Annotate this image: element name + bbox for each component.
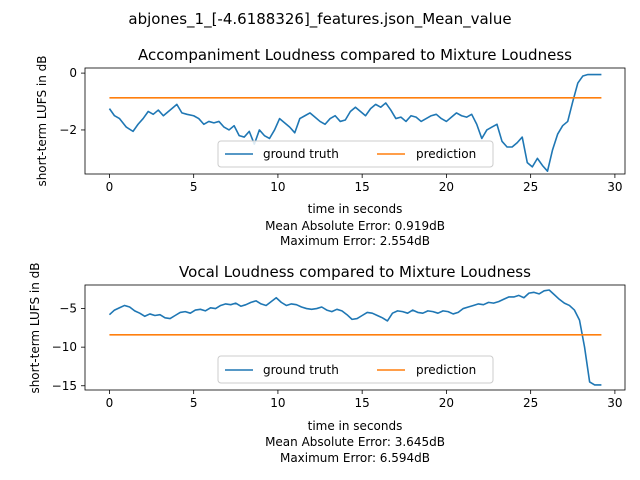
x-tick-label: 25 bbox=[523, 396, 538, 410]
x-tick-label: 30 bbox=[607, 180, 622, 194]
figure-suptitle: abjones_1_[-4.6188326]_features.json_Mea… bbox=[128, 10, 511, 29]
plot-frame bbox=[84, 67, 626, 175]
x-tick-label: 15 bbox=[355, 180, 370, 194]
y-tick-label: −15 bbox=[52, 379, 77, 393]
y-tick-label: 0 bbox=[69, 66, 77, 80]
legend: ground truth prediction bbox=[217, 355, 494, 384]
x-tick-label: 10 bbox=[270, 396, 285, 410]
legend: ground truth prediction bbox=[217, 140, 494, 168]
y-tick-label: −10 bbox=[52, 340, 77, 354]
x-tick-label: 30 bbox=[607, 396, 622, 410]
x-tick-label: 5 bbox=[190, 180, 198, 194]
legend-label-prediction: prediction bbox=[416, 363, 476, 377]
maximum-error-text: Maximum Error: 6.594dB bbox=[280, 451, 430, 465]
y-tick-label: −5 bbox=[59, 302, 77, 316]
accompaniment-panel: Accompaniment Loudness compared to Mixtu… bbox=[35, 46, 626, 248]
vocal-panel: Vocal Loudness compared to Mixture Loudn… bbox=[28, 262, 626, 465]
x-tick-label: 10 bbox=[270, 180, 285, 194]
legend-box bbox=[217, 140, 494, 168]
x-axis-label: time in seconds bbox=[308, 202, 403, 216]
mean-absolute-error-text: Mean Absolute Error: 0.919dB bbox=[265, 219, 445, 233]
x-axis-label: time in seconds bbox=[308, 419, 403, 433]
y-axis-label: short-term LUFS in dB bbox=[28, 262, 42, 393]
legend-label-ground-truth: ground truth bbox=[263, 147, 339, 161]
mean-absolute-error-text: Mean Absolute Error: 3.645dB bbox=[265, 435, 445, 449]
x-tick-label: 20 bbox=[439, 396, 454, 410]
series-layer bbox=[108, 289, 602, 386]
series-line-ground-truth bbox=[108, 289, 602, 386]
maximum-error-text: Maximum Error: 2.554dB bbox=[280, 234, 430, 248]
x-tick-label: 0 bbox=[106, 180, 114, 194]
x-tick-label: 15 bbox=[355, 396, 370, 410]
legend-label-prediction: prediction bbox=[416, 147, 476, 161]
legend-box bbox=[217, 355, 494, 384]
x-tick-label: 5 bbox=[190, 396, 198, 410]
x-tick-label: 25 bbox=[523, 180, 538, 194]
panel-title: Vocal Loudness compared to Mixture Loudn… bbox=[179, 263, 531, 281]
panel-title: Accompaniment Loudness compared to Mixtu… bbox=[138, 46, 572, 64]
series-layer bbox=[108, 73, 602, 172]
x-tick-label: 0 bbox=[106, 396, 114, 410]
y-axis-label: short-term LUFS in dB bbox=[35, 55, 49, 186]
y-tick-label: −2 bbox=[59, 123, 77, 137]
plot-frame bbox=[84, 284, 626, 391]
legend-label-ground-truth: ground truth bbox=[263, 363, 339, 377]
series-line-ground-truth bbox=[108, 73, 602, 172]
x-tick-label: 20 bbox=[439, 180, 454, 194]
